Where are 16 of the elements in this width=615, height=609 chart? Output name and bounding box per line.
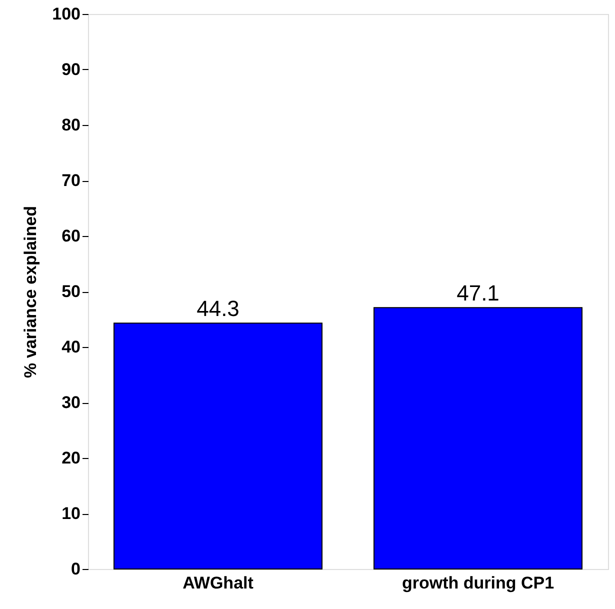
y-tick-label: 60 <box>62 226 80 246</box>
data-label: 44.3 <box>196 296 240 322</box>
y-tick-label: 100 <box>52 4 80 24</box>
y-axis-title: % variance explained <box>21 206 40 378</box>
x-tick-label: AWGhalt <box>182 574 254 592</box>
x-tick-label: growth during CP1 <box>402 574 554 592</box>
y-tick-label: 40 <box>62 338 80 356</box>
y-tick-label: 0 <box>71 560 80 578</box>
y-tick-label: 30 <box>62 393 80 412</box>
y-tick-label: 20 <box>62 448 80 468</box>
y-tick-label: 10 <box>62 504 80 523</box>
data-label: 47.1 <box>456 280 500 306</box>
y-tick-label: 80 <box>62 116 80 134</box>
y-tick-label: 90 <box>62 60 80 79</box>
y-tick-label: 70 <box>62 171 80 190</box>
y-tick-label: 50 <box>62 282 80 301</box>
